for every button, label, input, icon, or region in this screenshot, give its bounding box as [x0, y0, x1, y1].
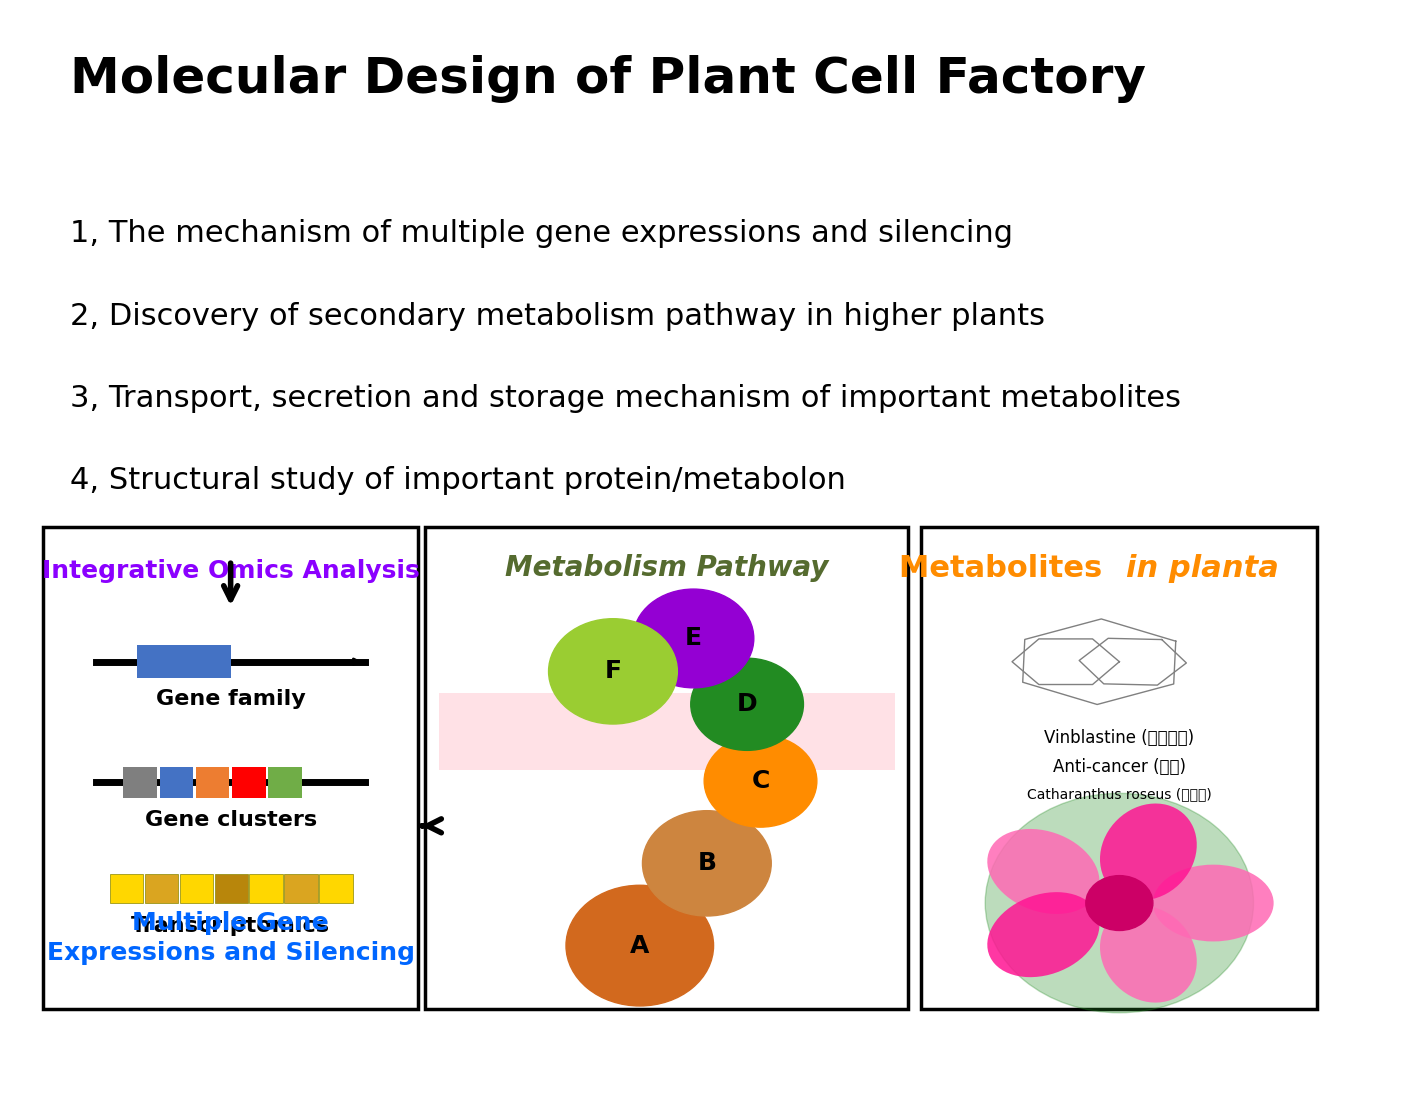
Ellipse shape — [1152, 864, 1274, 941]
FancyBboxPatch shape — [438, 693, 895, 770]
Text: C: C — [751, 769, 769, 793]
Text: E: E — [684, 626, 701, 651]
FancyBboxPatch shape — [215, 874, 247, 903]
FancyBboxPatch shape — [426, 527, 908, 1009]
FancyBboxPatch shape — [144, 874, 178, 903]
Circle shape — [642, 811, 771, 916]
Circle shape — [633, 589, 754, 688]
FancyBboxPatch shape — [284, 874, 318, 903]
Ellipse shape — [987, 829, 1100, 914]
FancyBboxPatch shape — [232, 767, 266, 798]
FancyBboxPatch shape — [123, 767, 157, 798]
Text: 4, Structural study of important protein/metabolon: 4, Structural study of important protein… — [69, 466, 846, 495]
Text: Transcriptomics: Transcriptomics — [132, 916, 329, 936]
FancyBboxPatch shape — [42, 527, 419, 1009]
Text: Gene clusters: Gene clusters — [144, 810, 317, 829]
Text: B: B — [697, 851, 717, 875]
FancyBboxPatch shape — [137, 645, 230, 678]
Text: A: A — [631, 934, 649, 958]
Circle shape — [566, 885, 714, 1006]
FancyBboxPatch shape — [320, 874, 352, 903]
Circle shape — [549, 619, 677, 724]
Circle shape — [1086, 875, 1152, 930]
Text: Expressions and Silencing: Expressions and Silencing — [47, 941, 414, 965]
Text: in planta: in planta — [1126, 554, 1278, 583]
Text: 2, Discovery of secondary metabolism pathway in higher plants: 2, Discovery of secondary metabolism pat… — [69, 302, 1045, 330]
Text: Anti-cancer (抗癌): Anti-cancer (抗癌) — [1053, 758, 1186, 777]
Text: 1, The mechanism of multiple gene expressions and silencing: 1, The mechanism of multiple gene expres… — [69, 219, 1012, 248]
FancyBboxPatch shape — [269, 767, 301, 798]
Text: Integrative Omics Analysis: Integrative Omics Analysis — [42, 559, 420, 584]
Text: Gene family: Gene family — [156, 689, 305, 709]
Ellipse shape — [1100, 906, 1196, 1003]
Text: F: F — [604, 659, 621, 683]
Text: Catharanthus roseus (长春花): Catharanthus roseus (长春花) — [1027, 788, 1212, 801]
Text: D: D — [737, 692, 758, 716]
Text: Vinblastine (长春花碱): Vinblastine (长春花碱) — [1045, 730, 1195, 747]
Ellipse shape — [987, 892, 1100, 977]
FancyBboxPatch shape — [195, 767, 229, 798]
FancyBboxPatch shape — [110, 874, 143, 903]
FancyBboxPatch shape — [180, 874, 214, 903]
Text: 3, Transport, secretion and storage mechanism of important metabolites: 3, Transport, secretion and storage mech… — [69, 384, 1181, 412]
Text: Metabolites: Metabolites — [899, 554, 1113, 583]
FancyBboxPatch shape — [160, 767, 194, 798]
FancyBboxPatch shape — [249, 874, 283, 903]
Text: Multiple Gene: Multiple Gene — [133, 911, 329, 935]
Circle shape — [986, 793, 1253, 1013]
Text: Molecular Design of Plant Cell Factory: Molecular Design of Plant Cell Factory — [69, 55, 1145, 103]
Circle shape — [704, 735, 817, 827]
Ellipse shape — [1100, 803, 1196, 901]
Circle shape — [691, 658, 803, 750]
Text: Metabolism Pathway: Metabolism Pathway — [505, 554, 829, 583]
FancyBboxPatch shape — [922, 527, 1318, 1009]
